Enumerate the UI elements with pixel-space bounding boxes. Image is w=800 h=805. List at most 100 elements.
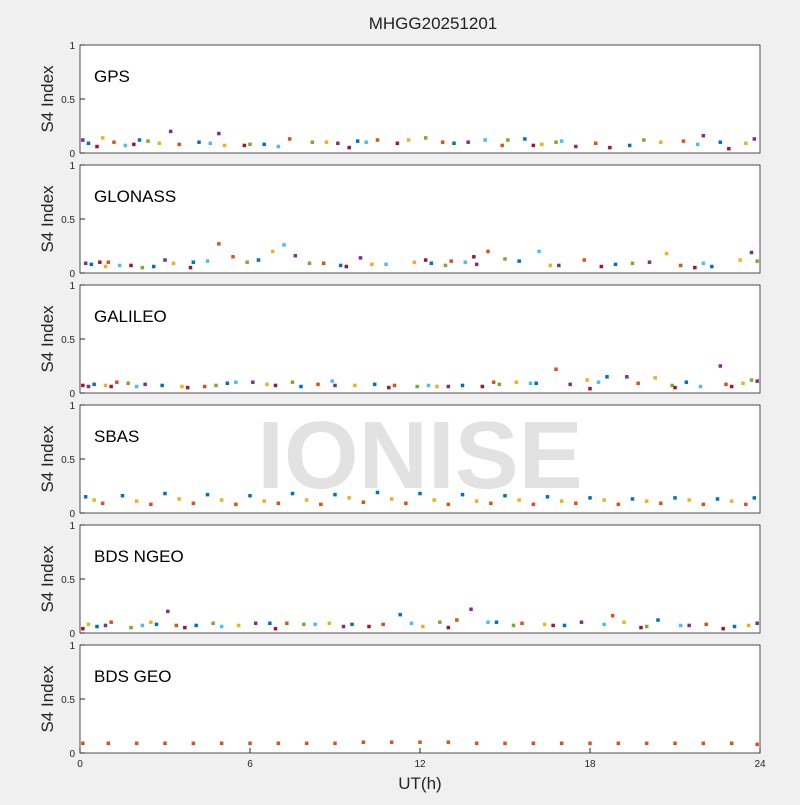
x-tick-label: 24 xyxy=(754,759,766,770)
data-point xyxy=(653,376,657,380)
data-point xyxy=(486,620,490,624)
data-point xyxy=(333,492,337,497)
data-point xyxy=(327,621,332,626)
data-point xyxy=(644,624,649,629)
data-point xyxy=(347,145,351,150)
data-point xyxy=(659,140,663,144)
data-point xyxy=(276,741,281,746)
data-point xyxy=(262,142,266,147)
data-point xyxy=(219,624,224,629)
data-point xyxy=(276,501,281,506)
data-point xyxy=(755,259,759,263)
data-point xyxy=(81,138,85,142)
data-point xyxy=(738,258,742,262)
data-point xyxy=(344,264,349,269)
data-point xyxy=(217,131,221,136)
data-point xyxy=(574,501,578,506)
data-point xyxy=(262,499,266,503)
data-point xyxy=(236,623,241,628)
y-tick-label: 0 xyxy=(69,389,75,400)
data-point xyxy=(610,613,615,618)
data-point xyxy=(92,498,96,502)
data-point xyxy=(109,384,113,389)
data-point xyxy=(174,623,179,628)
data-point xyxy=(149,620,153,624)
data-point xyxy=(627,143,632,148)
data-point xyxy=(154,622,159,627)
data-point xyxy=(324,140,329,144)
panel-label: BDS NGEO xyxy=(94,547,184,566)
data-point xyxy=(755,379,759,383)
data-point xyxy=(387,385,391,390)
data-point xyxy=(460,383,465,388)
data-point xyxy=(602,622,606,627)
axes-box xyxy=(79,164,761,274)
data-point xyxy=(231,255,235,259)
data-point xyxy=(588,496,592,500)
data-point xyxy=(644,499,649,503)
data-point xyxy=(630,261,635,266)
y-tick-label: 0 xyxy=(69,749,75,760)
y-tick-label: 0 xyxy=(69,509,75,520)
y-tick-label: 0.5 xyxy=(61,215,75,226)
axes-background xyxy=(80,45,760,153)
y-tick-label: 1 xyxy=(69,41,75,52)
data-point xyxy=(160,383,164,388)
data-point xyxy=(163,258,167,262)
data-point xyxy=(205,259,210,263)
data-point xyxy=(616,502,621,507)
data-point xyxy=(361,500,366,504)
data-point xyxy=(103,264,108,269)
data-point xyxy=(664,251,669,256)
data-point xyxy=(673,496,677,500)
data-point xyxy=(381,622,385,627)
data-point xyxy=(551,623,555,628)
data-point xyxy=(474,262,479,267)
axes-box xyxy=(79,644,761,754)
data-point xyxy=(440,140,445,144)
axes-box xyxy=(79,524,761,634)
data-point xyxy=(585,378,589,382)
x-axis-label: UT(h) xyxy=(398,774,441,793)
data-point xyxy=(678,623,683,628)
data-point xyxy=(520,621,524,626)
data-point xyxy=(704,622,708,627)
data-point xyxy=(132,142,136,147)
data-point xyxy=(95,624,99,629)
data-point xyxy=(321,261,326,266)
data-point xyxy=(466,140,470,144)
data-point xyxy=(412,260,417,264)
data-point xyxy=(245,260,249,264)
data-point xyxy=(497,382,502,387)
figure-title: MHGG20251201 xyxy=(369,14,498,33)
data-point xyxy=(398,612,402,617)
data-point xyxy=(517,259,521,263)
data-point xyxy=(106,260,111,264)
data-point xyxy=(693,265,697,270)
data-point xyxy=(746,623,751,628)
data-point xyxy=(129,263,133,268)
data-point xyxy=(282,243,286,247)
data-point xyxy=(361,740,366,744)
panel-label: GLONASS xyxy=(94,187,176,206)
data-point xyxy=(185,385,190,390)
data-point xyxy=(183,625,187,630)
y-tick-label: 1 xyxy=(69,281,75,292)
data-point xyxy=(608,145,612,150)
data-point xyxy=(729,384,734,389)
data-point xyxy=(86,622,91,627)
data-point xyxy=(625,375,629,379)
data-point xyxy=(432,498,436,502)
data-point xyxy=(446,740,451,744)
data-point xyxy=(355,139,360,143)
data-point xyxy=(698,384,703,389)
data-point xyxy=(531,143,536,148)
y-tick-label: 1 xyxy=(69,401,75,412)
axes-background xyxy=(80,525,760,633)
data-point xyxy=(418,491,422,496)
data-point xyxy=(222,143,227,148)
data-point xyxy=(559,139,564,143)
data-point xyxy=(531,741,536,746)
y-tick-label: 0 xyxy=(69,629,75,640)
